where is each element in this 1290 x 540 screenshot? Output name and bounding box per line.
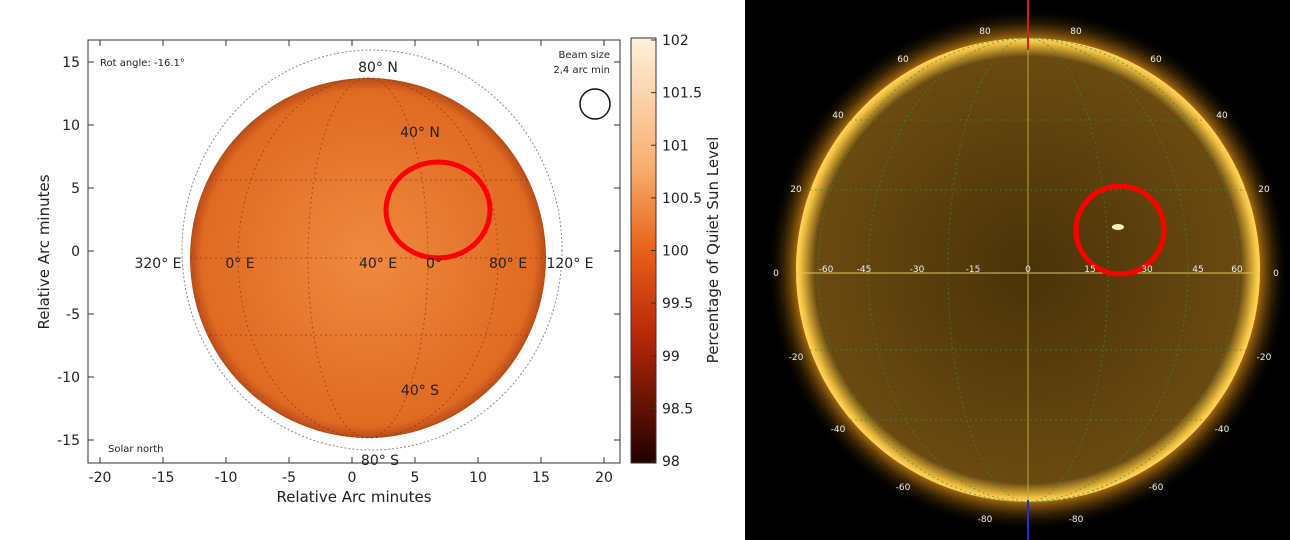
- colorbar-tick-label: 100: [662, 244, 689, 260]
- lat-label: -20: [1257, 353, 1272, 363]
- grid-label: 40° N: [400, 125, 440, 141]
- highlight-circle: [383, 159, 493, 261]
- lat-label: 60: [897, 55, 909, 65]
- grid-label: 80° E: [489, 256, 527, 272]
- colorbar-tick-label: 98: [662, 454, 680, 470]
- longitude-label: 0: [1025, 265, 1031, 275]
- y-tick-label: 5: [71, 181, 80, 197]
- longitude-label: -45: [857, 265, 872, 275]
- lat-label: -60: [896, 483, 911, 493]
- x-tick-label: -15: [152, 470, 175, 486]
- lat-label: 0: [773, 269, 779, 279]
- longitude-label: 60: [1231, 265, 1243, 275]
- y-tick-label: 10: [62, 118, 80, 134]
- x-tick-label: -5: [282, 470, 296, 486]
- y-tick-label: -15: [57, 433, 80, 449]
- left-heatmap-plot: -20 -15 -10 -5 0 5 10 15 20 15 10 5 0 -5 -10 -15 Rot an…: [35, 33, 722, 506]
- x-tick-label: 10: [469, 470, 487, 486]
- colorbar-tick-label: 101.5: [662, 86, 702, 102]
- beam-title: Beam size: [559, 50, 610, 61]
- beam-circle: [579, 88, 611, 120]
- y-axis-label: Relative Arc minutes: [35, 174, 53, 329]
- grid-label: 40° E: [359, 256, 397, 272]
- beam-size: 2,4 arc min: [553, 65, 610, 76]
- lat-label: 60: [1150, 55, 1162, 65]
- grid-label: 40° S: [401, 383, 439, 399]
- longitude-label: -30: [910, 265, 925, 275]
- solar-north: Solar north: [108, 444, 164, 455]
- y-tick-label: 15: [62, 55, 80, 71]
- x-tick-label: -10: [215, 470, 238, 486]
- colorbar-tick-label: 100.5: [662, 191, 702, 207]
- longitude-label: -60: [819, 265, 834, 275]
- colorbar-label: Percentage of Quiet Sun Level: [704, 137, 722, 364]
- x-axis-label: Relative Arc minutes: [276, 488, 431, 506]
- longitude-label: 45: [1192, 265, 1203, 275]
- colorbar-tick-label: 99: [662, 349, 680, 365]
- y-tick-label: -10: [57, 370, 80, 386]
- grid-label: 80° S: [361, 453, 399, 469]
- grid-label: 120° E: [546, 256, 593, 272]
- lat-label: -20: [789, 353, 804, 363]
- right-solar-image: 60 60 40 40 20 20 0 0 -20 -20 -40 -40 -60 -60 80 80 -80 -…: [745, 0, 1290, 540]
- rot-angle: Rot angle: -16.1°: [100, 58, 185, 69]
- lat-label: 80: [979, 27, 991, 37]
- y-tick-label: 0: [71, 244, 80, 260]
- lat-label: 80: [1070, 27, 1082, 37]
- highlight-circle: [1073, 183, 1167, 277]
- grid-label: 0° E: [225, 256, 254, 272]
- colorbar-tick-label: 98.5: [662, 401, 693, 417]
- x-tick-label: 5: [411, 470, 420, 486]
- lat-label: 40: [1216, 111, 1228, 121]
- x-tick-label: 20: [595, 470, 613, 486]
- x-tick-label: 15: [532, 470, 550, 486]
- longitude-label: 30: [1141, 265, 1153, 275]
- lat-label: 20: [1258, 185, 1270, 195]
- colorbar-tick-label: 99.5: [662, 296, 693, 312]
- lat-label: -40: [1215, 425, 1230, 435]
- grid-label: 320° E: [134, 256, 181, 272]
- lat-label: -40: [831, 425, 846, 435]
- sun-map-disk: [190, 78, 546, 438]
- lat-label: 40: [832, 111, 844, 121]
- lat-label: -60: [1149, 483, 1164, 493]
- grid-label: 0°: [426, 256, 442, 272]
- x-tick-label: -20: [89, 470, 112, 486]
- grid-label: 80° N: [358, 60, 398, 76]
- lat-label: -80: [978, 515, 993, 525]
- lat-label: -80: [1069, 515, 1084, 525]
- longitude-label: -15: [966, 265, 981, 275]
- lat-label: 20: [790, 185, 802, 195]
- longitude-label: 15: [1084, 265, 1095, 275]
- colorbar-tick-label: 101: [662, 138, 689, 154]
- lat-label: 0: [1273, 269, 1279, 279]
- y-tick-label: -5: [66, 307, 80, 323]
- colorbar-tick-label: 102: [662, 33, 689, 49]
- x-tick-label: 0: [348, 470, 357, 486]
- grid-limb: [181, 49, 563, 451]
